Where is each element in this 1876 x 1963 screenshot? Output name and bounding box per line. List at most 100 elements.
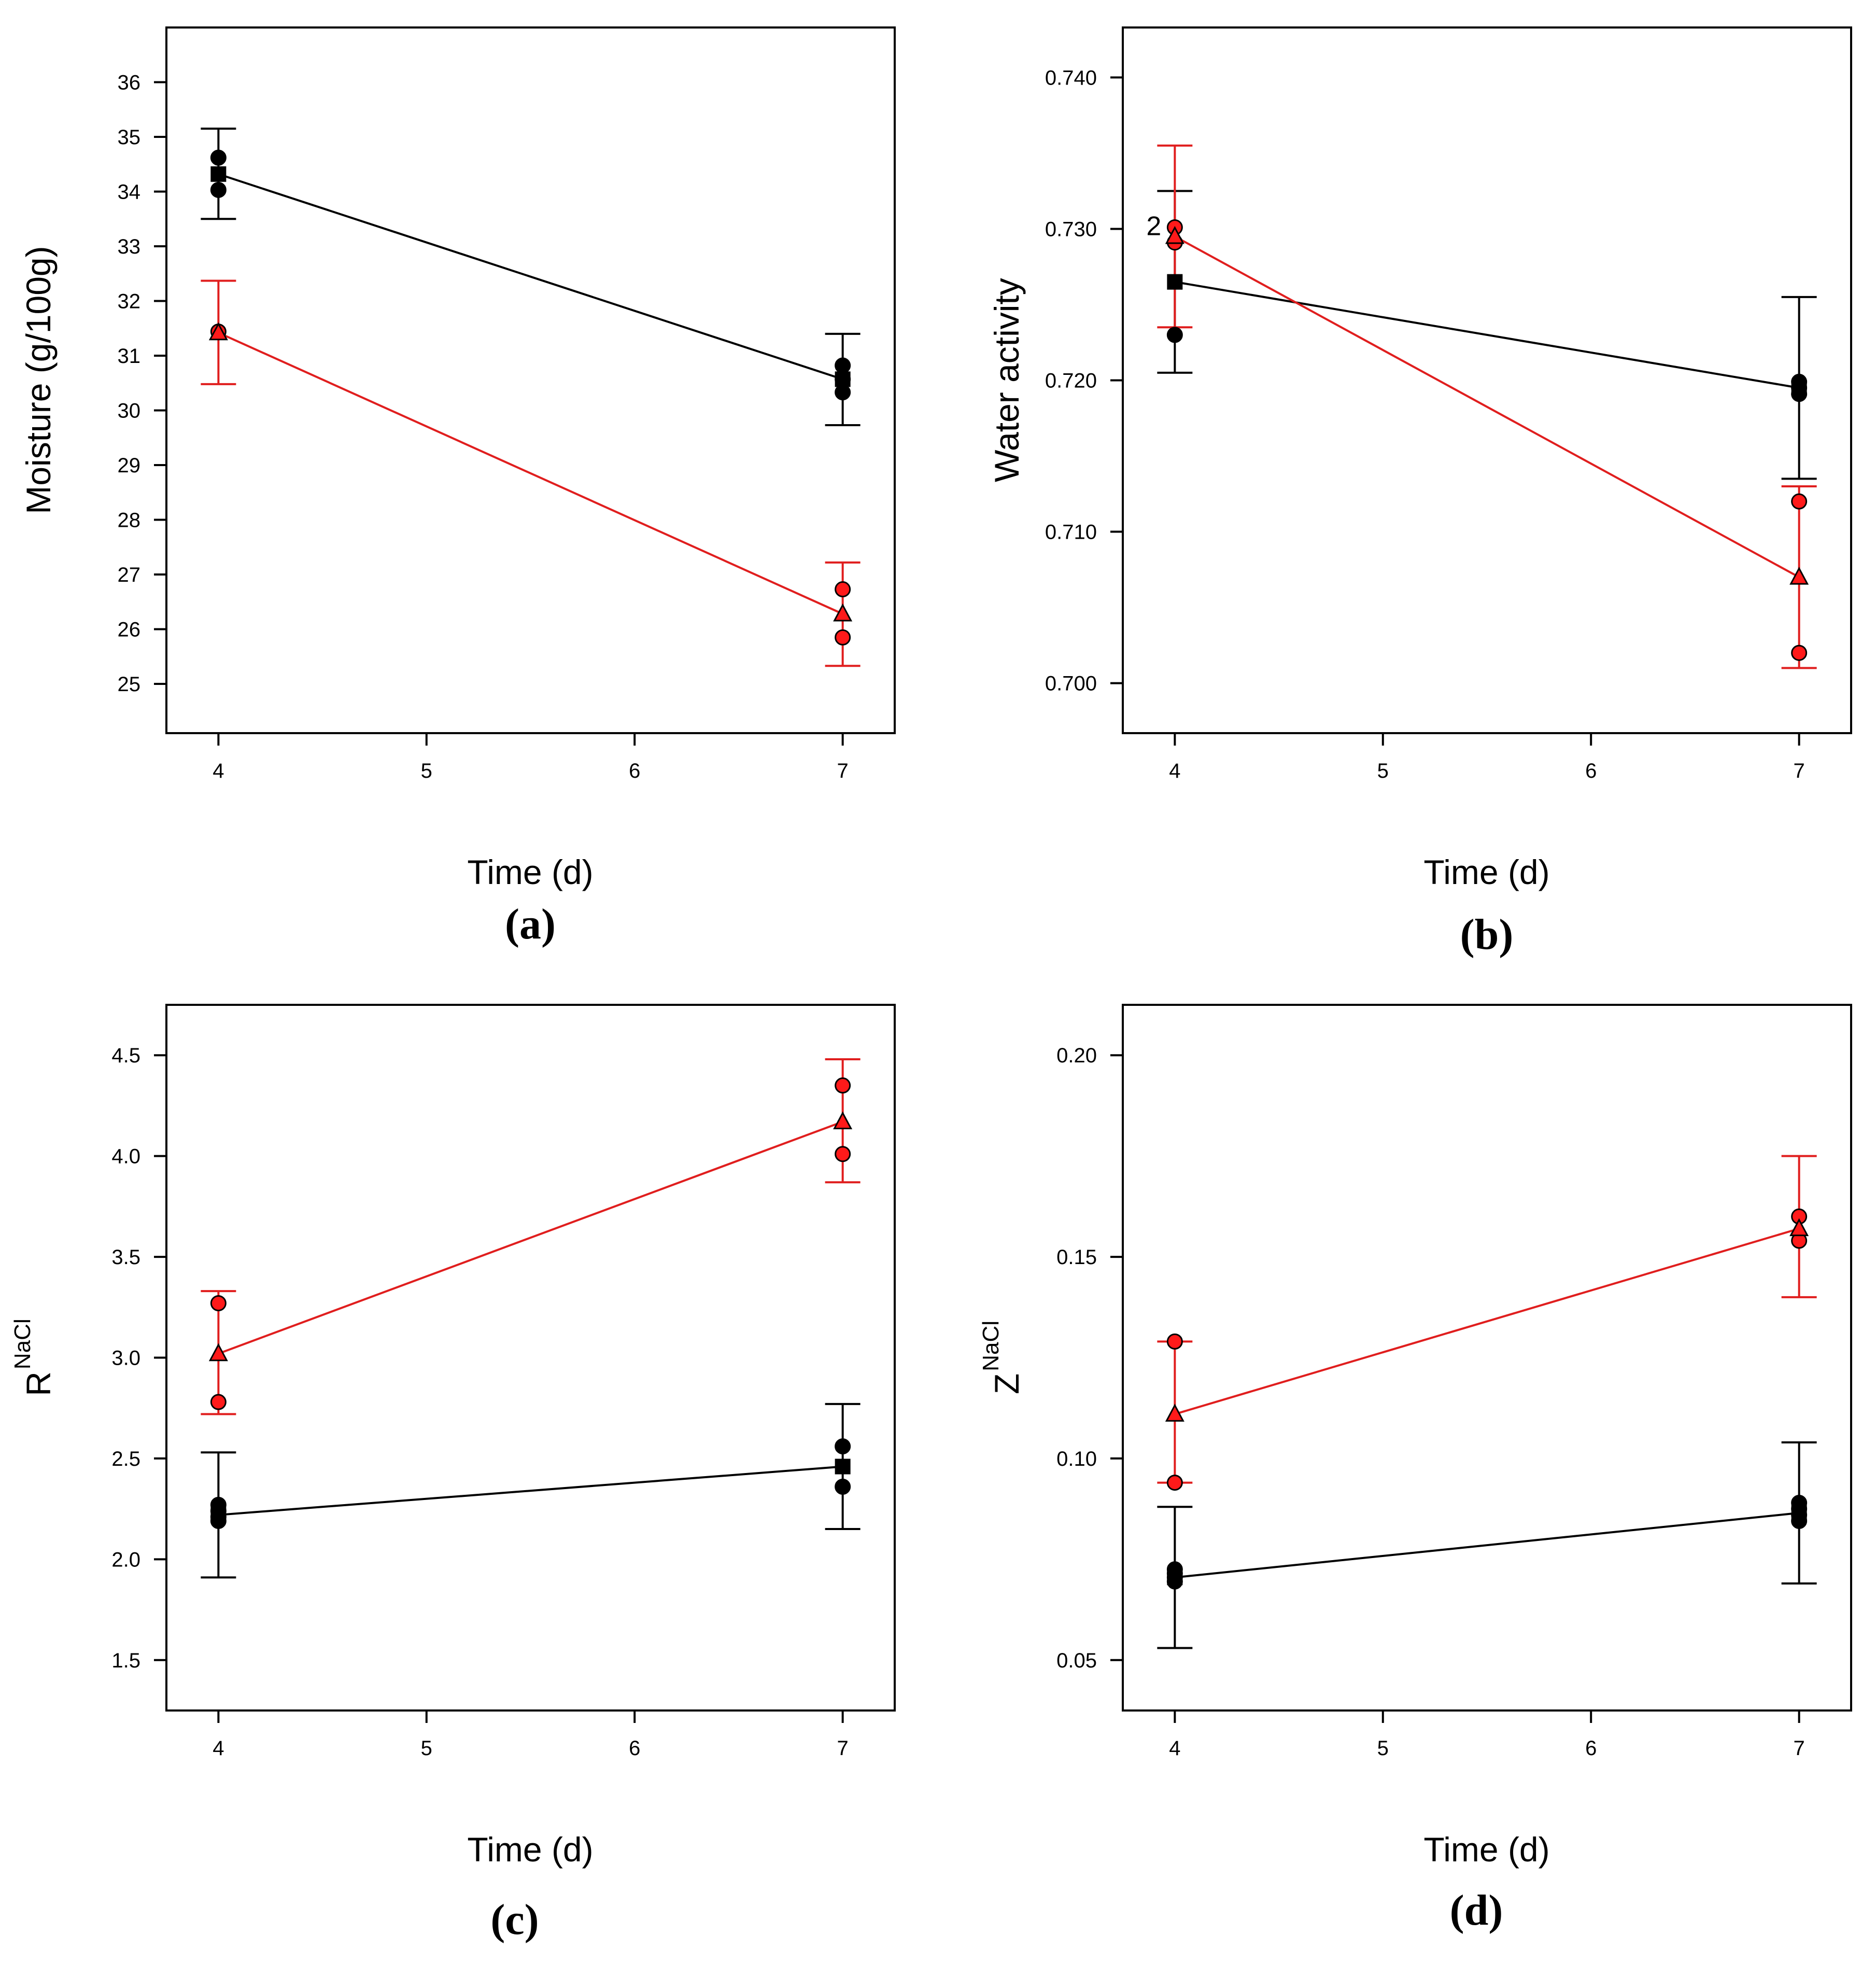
mean-marker-d-s0-0 (1167, 1569, 1183, 1586)
mean-marker-c-s0-1 (835, 1459, 851, 1475)
mean-marker-d-s1-0 (1165, 1404, 1184, 1422)
y-axis-title-a: Moisture (g/100g) (19, 246, 58, 514)
y-tick-label-b-0: 0.700 (1045, 672, 1097, 695)
x-tick-label-c-3: 7 (837, 1737, 849, 1760)
obs-point-a-s0-2 (835, 357, 851, 374)
obs-point-b-s1-3 (1791, 644, 1808, 661)
x-tick-label-d-1: 5 (1377, 1737, 1389, 1760)
annotations-b: 2 (1146, 212, 1161, 242)
panel-d: 4 5 6 7 0.05 0.10 0.15 0.20 Time (d) ZNaCl (d) (978, 1004, 1852, 1934)
y-axis-title-main-d: Z (988, 1373, 1026, 1394)
y-axis-title-sup-c: NaCl (10, 1319, 35, 1369)
mean-marker-b-s1-0 (1165, 226, 1184, 244)
mean-marker-c-s1-1 (833, 1111, 853, 1130)
obs-point-c-s1-3 (835, 1146, 851, 1162)
y-tick-label-a-9: 34 (118, 181, 141, 204)
obs-point-b-s1-2 (1791, 493, 1808, 510)
mean-lines-c (218, 1120, 843, 1516)
x-tick-label-c-0: 4 (213, 1737, 224, 1760)
mean-line-d-s1 (1174, 1227, 1800, 1415)
y-tick-label-b-4: 0.740 (1045, 66, 1097, 89)
mean-marker-b-s0-0 (1167, 274, 1183, 290)
mean-marker-c-s1-0 (208, 1343, 228, 1362)
y-tick-label-c-6: 4.5 (111, 1044, 140, 1067)
y-ticks-c: 1.5 2.0 2.5 3.0 3.5 4.0 4.5 (111, 1044, 166, 1672)
y-tick-label-a-3: 28 (118, 509, 141, 532)
plot-frame-d (1122, 1004, 1852, 1712)
y-tick-label-a-0: 25 (118, 673, 141, 696)
obs-point-c-s0-5 (835, 1478, 851, 1495)
x-tick-label-b-1: 5 (1377, 760, 1389, 782)
y-tick-label-a-10: 35 (118, 126, 141, 149)
y-tick-label-a-11: 36 (118, 72, 141, 94)
mean-line-b-s1 (1174, 235, 1800, 578)
mean-marker-a-s0-0 (210, 166, 227, 182)
obs-point-d-s1-1 (1166, 1475, 1183, 1491)
x-axis-title-c: Time (d) (467, 1830, 593, 1869)
y-tick-label-a-1: 26 (118, 619, 141, 641)
mean-line-c-s0 (218, 1465, 843, 1516)
mean-lines-a (218, 173, 843, 615)
obs-point-a-s0-0 (210, 149, 227, 166)
x-tick-label-a-3: 7 (837, 760, 849, 782)
mean-marker-d-s0-1 (1791, 1505, 1807, 1521)
error-bars-d (1157, 1155, 1817, 1649)
obs-point-c-s1-1 (210, 1394, 227, 1410)
y-tick-label-a-4: 29 (118, 454, 141, 477)
y-axis-title-main-c: R (19, 1371, 58, 1396)
y-tick-label-a-5: 30 (118, 400, 141, 423)
y-ticks-d: 0.05 0.10 0.15 0.20 (1056, 1044, 1123, 1672)
obs-point-a-s1-1 (835, 581, 851, 598)
mean-markers-a (208, 166, 853, 622)
y-ticks-a: 25 26 27 28 29 30 31 32 33 34 35 36 (118, 72, 166, 696)
y-tick-label-c-4: 3.5 (111, 1246, 140, 1269)
obs-point-c-s1-2 (835, 1077, 851, 1094)
x-tick-label-d-3: 7 (1794, 1737, 1805, 1760)
y-axis-title-c: RNaCl (10, 1319, 58, 1396)
obs-point-b-s0-0 (1166, 327, 1183, 343)
obs-point-c-s1-0 (210, 1295, 227, 1312)
panel-label-c: (c) (490, 1896, 539, 1944)
observations-b (1166, 219, 1808, 661)
panel-a: 4 5 6 7 25 26 27 28 29 30 31 32 33 34 35 36 Time (d) M… (19, 26, 896, 948)
mean-line-a-s0 (218, 173, 843, 381)
y-tick-label-b-3: 0.730 (1045, 218, 1097, 241)
y-axis-title-b: Water activity (988, 278, 1026, 482)
y-tick-label-a-6: 31 (118, 345, 141, 368)
obs-point-a-s0-1 (210, 181, 227, 198)
mean-marker-c-s0-0 (210, 1507, 227, 1523)
x-tick-label-a-2: 6 (629, 760, 640, 782)
mean-markers-b (1165, 226, 1809, 585)
x-axis-title-a: Time (d) (467, 853, 593, 891)
mean-marker-b-s1-1 (1789, 566, 1809, 585)
obs-point-a-s0-4 (835, 384, 851, 401)
mean-line-d-s0 (1175, 1511, 1799, 1579)
x-ticks-a: 4 5 6 7 (213, 733, 849, 782)
y-tick-label-c-2: 2.5 (111, 1448, 140, 1470)
y-tick-label-a-7: 32 (118, 290, 141, 313)
x-axis-title-b: Time (d) (1423, 853, 1549, 891)
y-tick-label-d-2: 0.15 (1056, 1246, 1097, 1269)
observations-d (1166, 1208, 1808, 1590)
y-tick-label-b-1: 0.710 (1045, 521, 1097, 544)
y-tick-label-a-2: 27 (118, 564, 141, 586)
x-tick-label-b-0: 4 (1169, 760, 1180, 782)
mean-lines-b (1174, 235, 1800, 578)
mean-markers-d (1165, 1218, 1809, 1586)
x-tick-label-b-2: 6 (1585, 760, 1597, 782)
observations-c (210, 1077, 851, 1529)
y-axis-title-main-b: Water activity (988, 278, 1026, 482)
panel-b: 4 5 6 7 0.700 0.710 0.720 0.730 0.740 2 Time (d… (988, 26, 1852, 959)
y-tick-label-c-1: 2.0 (111, 1548, 140, 1571)
x-tick-label-c-1: 5 (421, 1737, 432, 1760)
mean-line-a-s1 (218, 331, 843, 615)
error-bars-a (201, 128, 861, 667)
panel-label-d: (d) (1450, 1886, 1503, 1934)
mean-lines-d (1174, 1227, 1800, 1579)
observations-a (210, 149, 851, 646)
x-ticks-d: 4 5 6 7 (1169, 1710, 1805, 1760)
y-tick-label-d-1: 0.10 (1056, 1448, 1097, 1470)
error-bars-c (201, 1058, 861, 1579)
x-ticks-b: 4 5 6 7 (1169, 733, 1805, 782)
